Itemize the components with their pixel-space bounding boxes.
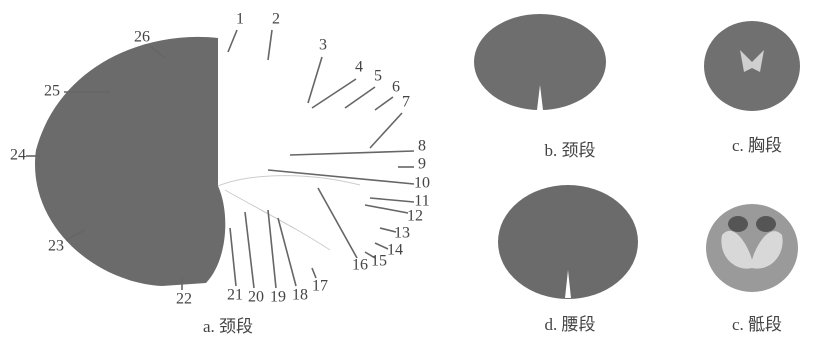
label: 3: [319, 37, 327, 54]
leader-line: [370, 198, 414, 202]
label: 20: [248, 289, 264, 306]
lumbar: [498, 185, 638, 299]
label: 12: [407, 208, 423, 225]
leader-line: [312, 268, 316, 278]
label: 18: [292, 287, 308, 304]
caption: c. 胸段: [732, 136, 782, 155]
leader-line: [245, 212, 254, 288]
leader-line: [308, 57, 322, 103]
leader-line: [345, 87, 375, 108]
leader-line: [228, 30, 237, 52]
label: 25: [44, 83, 60, 100]
caption: a. 颈段: [203, 317, 253, 336]
leader-line: [290, 151, 414, 155]
cervical-large: [35, 37, 360, 286]
label: 14: [387, 242, 403, 259]
caption: b. 颈段: [545, 141, 596, 160]
label: 2: [272, 11, 280, 28]
label: 22: [176, 291, 192, 308]
label: 21: [227, 287, 243, 304]
label: 19: [270, 289, 286, 306]
label: 5: [374, 68, 382, 85]
leader-line: [268, 30, 272, 60]
label: 15: [371, 253, 387, 270]
figure: 1234567891011121314151617181920212223242…: [0, 0, 817, 340]
label: 13: [394, 225, 410, 242]
leader-line: [268, 170, 414, 184]
leader-line: [365, 205, 408, 213]
label: 24: [10, 147, 26, 164]
label: 16: [352, 257, 368, 274]
label: 10: [414, 175, 430, 192]
label: 8: [418, 138, 426, 155]
leader-line: [318, 188, 357, 258]
leader-line: [268, 210, 276, 288]
leader-line: [375, 97, 393, 110]
leader-line: [230, 228, 236, 286]
leader-line: [370, 113, 402, 148]
leader-line: [312, 79, 356, 108]
label: 23: [48, 238, 64, 255]
thoracic: [704, 21, 800, 111]
label: 4: [355, 59, 363, 76]
caption: c. 骶段: [732, 315, 782, 334]
label: 26: [134, 29, 150, 46]
label: 1: [236, 11, 244, 28]
label: 7: [402, 94, 410, 111]
label: 9: [418, 156, 426, 173]
sacral: [706, 204, 798, 292]
label: 6: [392, 79, 400, 96]
label: 17: [312, 278, 328, 295]
caption: d. 腰段: [545, 315, 596, 334]
cervical-small: [474, 14, 606, 110]
